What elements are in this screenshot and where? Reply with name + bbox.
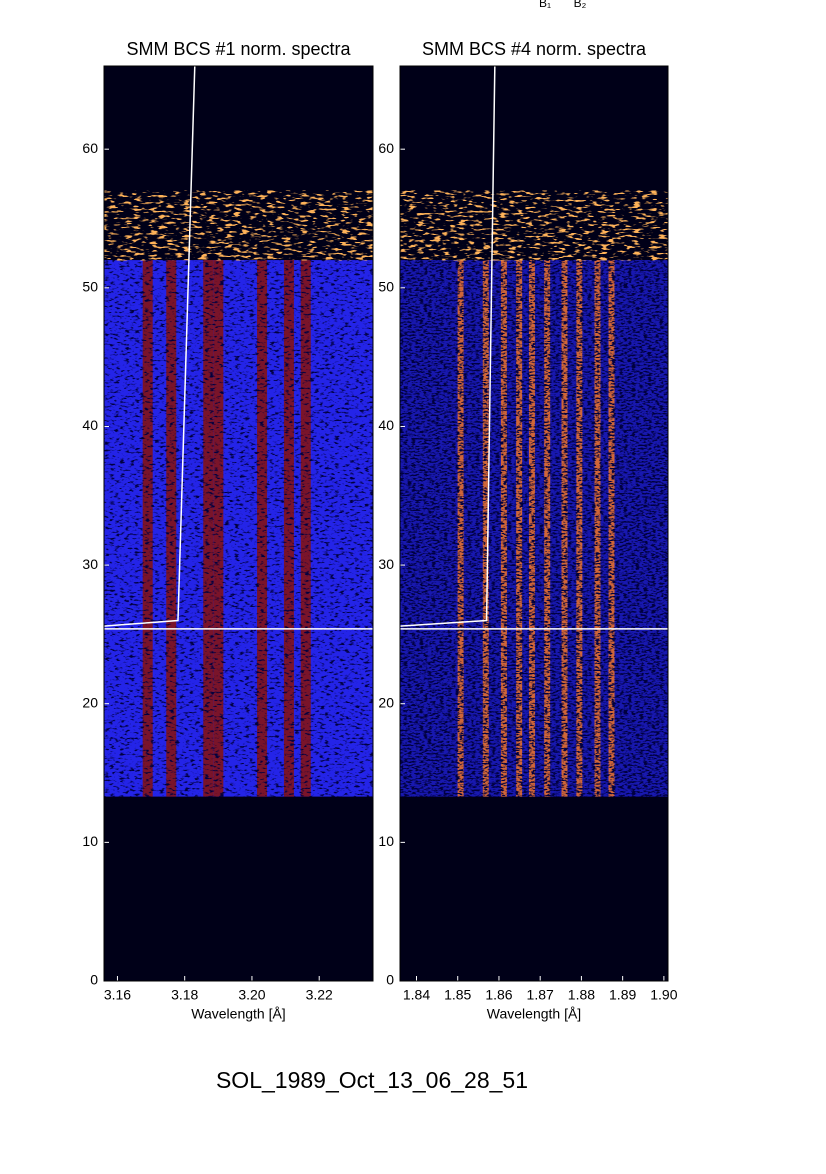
y-tick-label: 20 <box>378 694 394 710</box>
x-tick-label: 3.22 <box>306 987 333 1003</box>
x-tick-label: 1.85 <box>444 987 471 1003</box>
x-tick-label: 1.89 <box>609 987 636 1003</box>
overlay-line <box>399 65 496 627</box>
chart-title: SMM BCS #4 norm. spectra <box>422 39 647 59</box>
x-tick-label: 1.86 <box>485 987 512 1003</box>
y-tick-label: 60 <box>82 140 98 156</box>
y-tick-label: 30 <box>82 556 98 572</box>
overlay-line <box>103 65 196 627</box>
x-axis-label: Wavelength [Å] <box>487 1006 581 1022</box>
x-tick-label: 3.20 <box>238 987 265 1003</box>
page-title: SOL_1989_Oct_13_06_28_51 <box>216 1067 528 1093</box>
y-tick-label: 0 <box>90 972 98 988</box>
x-tick-label: 1.84 <box>403 987 430 1003</box>
noise-texture <box>400 260 668 797</box>
chart-title: SMM BCS #1 norm. spectra <box>126 39 351 59</box>
y-tick-label: 50 <box>378 279 394 295</box>
y-tick-label: 40 <box>82 417 98 433</box>
x-tick-label: 1.88 <box>568 987 595 1003</box>
y-tick-label: 10 <box>378 833 394 849</box>
noise-band <box>400 190 668 261</box>
plot-frame <box>399 65 669 982</box>
x-tick-label: 1.90 <box>650 987 677 1003</box>
y-tick-label: 40 <box>378 417 394 433</box>
marker: B₁ <box>539 0 551 10</box>
x-axis-label: Wavelength [Å] <box>191 1006 285 1022</box>
y-tick-label: 30 <box>378 556 394 572</box>
noise-band <box>104 190 373 261</box>
y-tick-label: 50 <box>82 279 98 295</box>
x-tick-label: 1.87 <box>527 987 554 1003</box>
y-tick-label: 10 <box>82 833 98 849</box>
y-tick-label: 60 <box>378 140 394 156</box>
x-tick-label: 3.18 <box>171 987 198 1003</box>
plot-frame <box>103 65 374 982</box>
y-tick-label: 0 <box>386 972 394 988</box>
noise-texture <box>104 260 373 797</box>
y-tick-label: 20 <box>82 694 98 710</box>
x-tick-label: 3.16 <box>104 987 131 1003</box>
marker: B₂ <box>574 0 587 10</box>
